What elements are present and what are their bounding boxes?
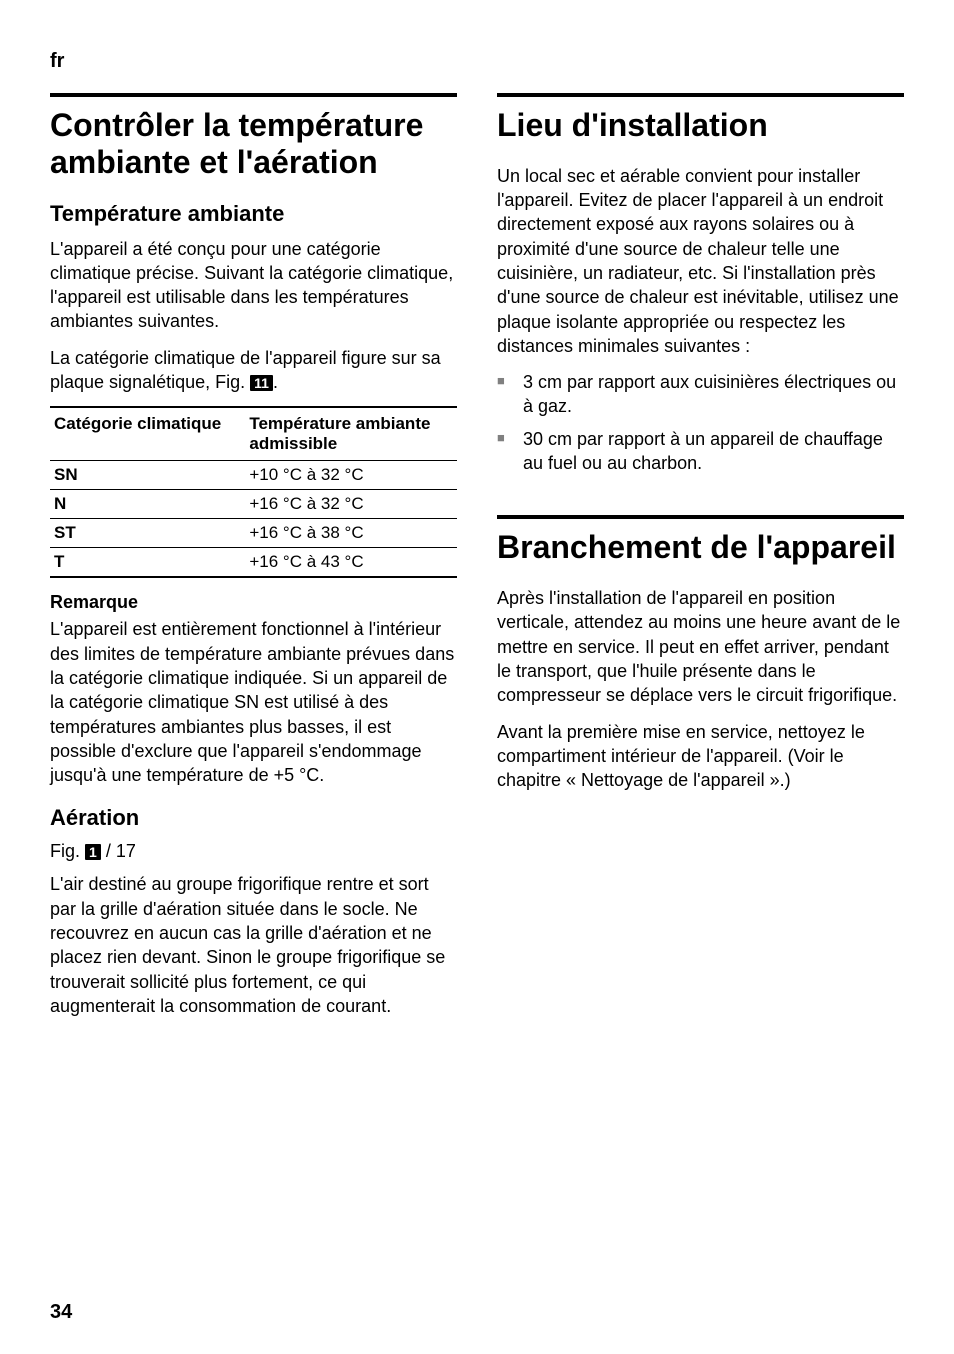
para-note-text: L'appareil est entièrement fonctionnel à… [50, 617, 457, 787]
table-row: SN +10 °C à 32 °C [50, 461, 457, 490]
para-ambient-intro: L'appareil a été conçu pour une catégori… [50, 237, 457, 334]
table-cell: T [50, 548, 245, 578]
page-number: 34 [50, 1301, 72, 1324]
table-cell: +10 °C à 32 °C [245, 461, 457, 490]
table-header-cell: Température ambiante admissible [245, 407, 457, 461]
left-column: Contrôler la température ambiante et l'a… [50, 93, 457, 1030]
table-cell: N [50, 490, 245, 519]
right-column: Lieu d'installation Un local sec et aéra… [497, 93, 904, 1030]
text-fragment: La catégorie climatique de l'appareil fi… [50, 348, 441, 392]
table-row: T +16 °C à 43 °C [50, 548, 457, 578]
heading-installation-place: Lieu d'installation [497, 107, 904, 144]
section-rule [497, 93, 904, 97]
figure-ref-icon: 11 [250, 375, 273, 391]
table-cell: +16 °C à 43 °C [245, 548, 457, 578]
heading-ambient-temp: Température ambiante [50, 201, 457, 227]
heading-ambient-control: Contrôler la température ambiante et l'a… [50, 107, 457, 181]
table-cell: ST [50, 519, 245, 548]
table-row: N +16 °C à 32 °C [50, 490, 457, 519]
note-label: Remarque [50, 592, 457, 613]
language-marker: fr [50, 50, 904, 73]
content-columns: Contrôler la température ambiante et l'a… [50, 93, 904, 1030]
list-item: 3 cm par rapport aux cuisinières électri… [497, 370, 904, 419]
figure-reference-line: Fig. 1 / 17 [50, 841, 457, 862]
table-header-cell: Catégorie climatique [50, 407, 245, 461]
para-installation-intro: Un local sec et aérable convient pour in… [497, 164, 904, 358]
text-fragment: / 17 [101, 841, 136, 861]
para-connection-clean: Avant la première mise en service, netto… [497, 720, 904, 793]
figure-ref-icon: 1 [85, 844, 101, 860]
table-header-row: Catégorie climatique Température ambiant… [50, 407, 457, 461]
para-connection-wait: Après l'installation de l'appareil en po… [497, 586, 904, 707]
table-cell: SN [50, 461, 245, 490]
text-fragment: Fig. [50, 841, 85, 861]
table-cell: +16 °C à 32 °C [245, 490, 457, 519]
text-fragment: . [273, 372, 278, 392]
section-rule [497, 515, 904, 519]
heading-aeration: Aération [50, 805, 457, 831]
list-item: 30 cm par rapport à un appareil de chauf… [497, 427, 904, 476]
para-aeration-text: L'air destiné au groupe frigorifique ren… [50, 872, 457, 1018]
table-cell: +16 °C à 38 °C [245, 519, 457, 548]
climate-table: Catégorie climatique Température ambiant… [50, 406, 457, 578]
table-row: ST +16 °C à 38 °C [50, 519, 457, 548]
section-rule [50, 93, 457, 97]
para-climate-plate: La catégorie climatique de l'appareil fi… [50, 346, 457, 395]
distance-list: 3 cm par rapport aux cuisinières électri… [497, 370, 904, 475]
heading-connection: Branchement de l'appareil [497, 529, 904, 566]
